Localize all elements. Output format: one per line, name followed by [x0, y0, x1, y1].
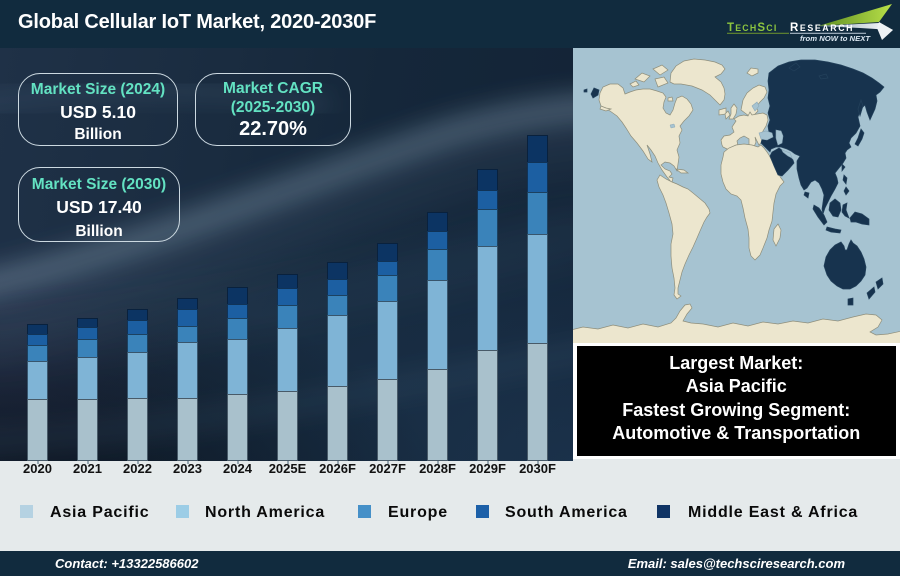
- svg-text:from NOW to NEXT: from NOW to NEXT: [800, 34, 871, 43]
- svg-text:RESEARCH: RESEARCH: [790, 22, 854, 34]
- svg-text:TECHSCI: TECHSCI: [727, 22, 778, 34]
